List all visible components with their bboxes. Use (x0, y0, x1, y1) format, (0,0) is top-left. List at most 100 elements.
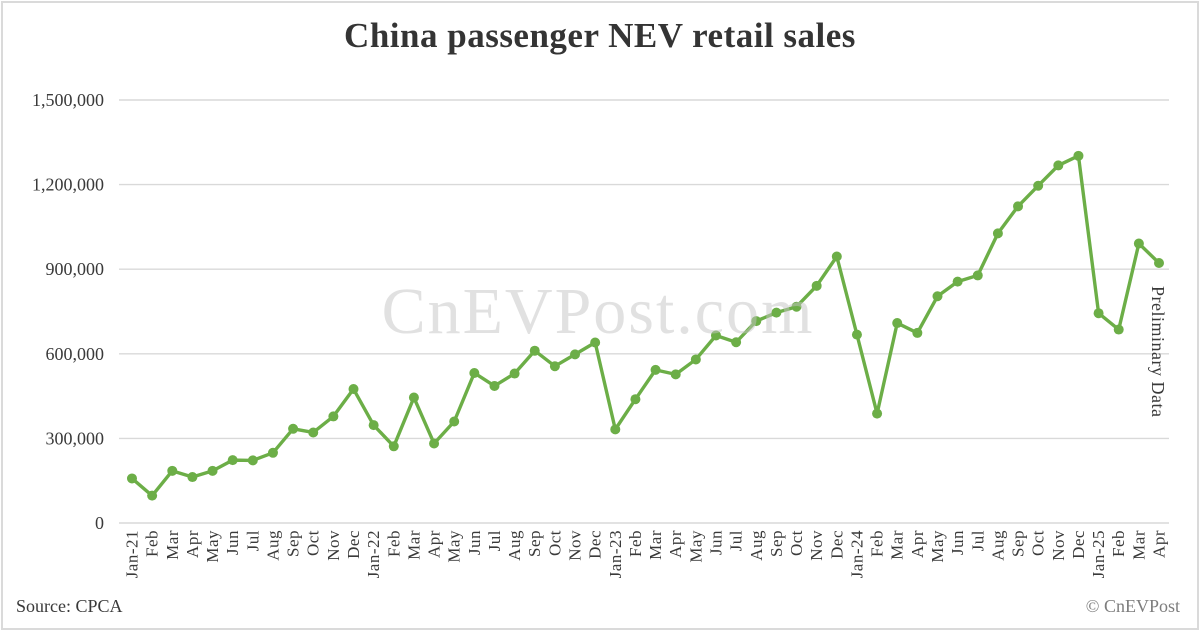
x-axis-label: Apr (908, 530, 927, 558)
data-point (851, 329, 862, 340)
x-axis-label: Dec (1069, 530, 1088, 559)
data-point (328, 411, 339, 422)
data-point (267, 447, 278, 458)
data-point (1033, 180, 1044, 191)
x-axis-label: Jun (948, 530, 967, 555)
data-point (590, 337, 601, 348)
x-axis-label: Dec (344, 530, 363, 559)
x-axis-label: Apr (1150, 530, 1169, 558)
data-point (489, 380, 500, 391)
x-axis-label: Sep (525, 530, 544, 557)
x-axis-label: May (686, 530, 705, 563)
x-axis-label: Mar (888, 530, 907, 560)
x-axis-label: Dec (827, 530, 846, 559)
x-axis-label: Jul (485, 530, 504, 551)
x-axis-label: Apr (666, 530, 685, 558)
y-axis-label: 300,000 (46, 428, 105, 448)
x-axis-label: Jun (223, 530, 242, 555)
data-point (972, 270, 983, 281)
data-point (690, 354, 701, 365)
data-point (1154, 257, 1164, 268)
data-point (1013, 201, 1024, 212)
data-point (147, 490, 158, 501)
data-point (247, 455, 258, 466)
data-point (449, 416, 460, 427)
data-point (207, 465, 218, 476)
copyright-label: © CnEVPost (1085, 596, 1180, 616)
x-axis-label: Nov (807, 530, 826, 561)
x-axis-label: Jan-24 (847, 530, 866, 578)
x-axis-label: Sep (1009, 530, 1028, 557)
data-point (509, 368, 520, 379)
x-axis-label: Jan-22 (364, 530, 383, 578)
data-point (1113, 324, 1124, 335)
x-axis-label: Sep (284, 530, 303, 557)
preliminary-data-annotation: Preliminary Data (1148, 286, 1168, 417)
data-point (630, 394, 641, 405)
x-axis-label: Mar (404, 530, 423, 560)
x-axis-label: Sep (767, 530, 786, 557)
x-axis-label: Feb (868, 530, 887, 557)
x-axis-label: May (928, 530, 947, 563)
data-point (731, 337, 742, 348)
x-axis-label: Aug (747, 530, 766, 561)
data-point (1073, 150, 1084, 161)
x-axis-label: Jun (706, 530, 725, 555)
x-axis-label: May (203, 530, 222, 563)
x-axis-label: Apr (425, 530, 444, 558)
x-axis-label: May (445, 530, 464, 563)
y-axis-label: 1,200,000 (32, 175, 104, 195)
x-axis-label: Dec (586, 530, 605, 559)
data-point (127, 473, 137, 484)
x-axis-label: Jun (465, 530, 484, 555)
data-point (771, 307, 782, 318)
data-point (187, 472, 198, 483)
data-point (570, 349, 581, 360)
data-point (1053, 160, 1064, 171)
data-point (751, 316, 762, 327)
data-point (952, 276, 963, 287)
y-axis-label: 1,500,000 (32, 90, 104, 110)
data-point (227, 455, 238, 466)
data-point (932, 291, 943, 302)
y-axis-label: 0 (95, 513, 104, 533)
x-axis-label: Oct (304, 530, 323, 556)
data-point (892, 318, 903, 329)
x-axis-label: Apr (183, 530, 202, 558)
data-point (348, 384, 359, 395)
data-point (288, 423, 299, 434)
x-axis-label: Feb (1109, 530, 1128, 557)
x-axis-label: Feb (626, 530, 645, 557)
data-point (368, 420, 379, 431)
x-axis-label: Mar (163, 530, 182, 560)
source-label: Source: CPCA (16, 596, 123, 616)
x-axis-label: Jan-23 (606, 530, 625, 578)
data-point (791, 301, 802, 312)
data-point (610, 424, 621, 435)
x-axis-label: Feb (143, 530, 162, 557)
data-point (1133, 238, 1144, 249)
data-line (130, 154, 1161, 498)
x-axis-label: Nov (324, 530, 343, 561)
x-axis-label: Mar (646, 530, 665, 560)
data-point (670, 369, 681, 380)
data-point (408, 392, 419, 403)
x-axis-label: Jul (968, 530, 987, 551)
x-axis-label: Feb (384, 530, 403, 557)
data-point (811, 280, 822, 291)
data-point (529, 345, 540, 356)
x-axis-label: Oct (787, 530, 806, 556)
data-point (1093, 308, 1104, 319)
y-axis-label: 900,000 (46, 259, 105, 279)
data-point (469, 367, 480, 378)
data-point (388, 441, 399, 452)
x-axis-label: Aug (263, 530, 282, 561)
x-axis-label: Jan-21 (123, 530, 142, 578)
x-axis-label: Nov (1049, 530, 1068, 561)
data-point (710, 330, 721, 341)
x-axis-label: Aug (988, 530, 1007, 561)
chart-title: China passenger NEV retail sales (344, 16, 856, 55)
data-point (167, 465, 178, 476)
x-axis-label: Jul (243, 530, 262, 551)
